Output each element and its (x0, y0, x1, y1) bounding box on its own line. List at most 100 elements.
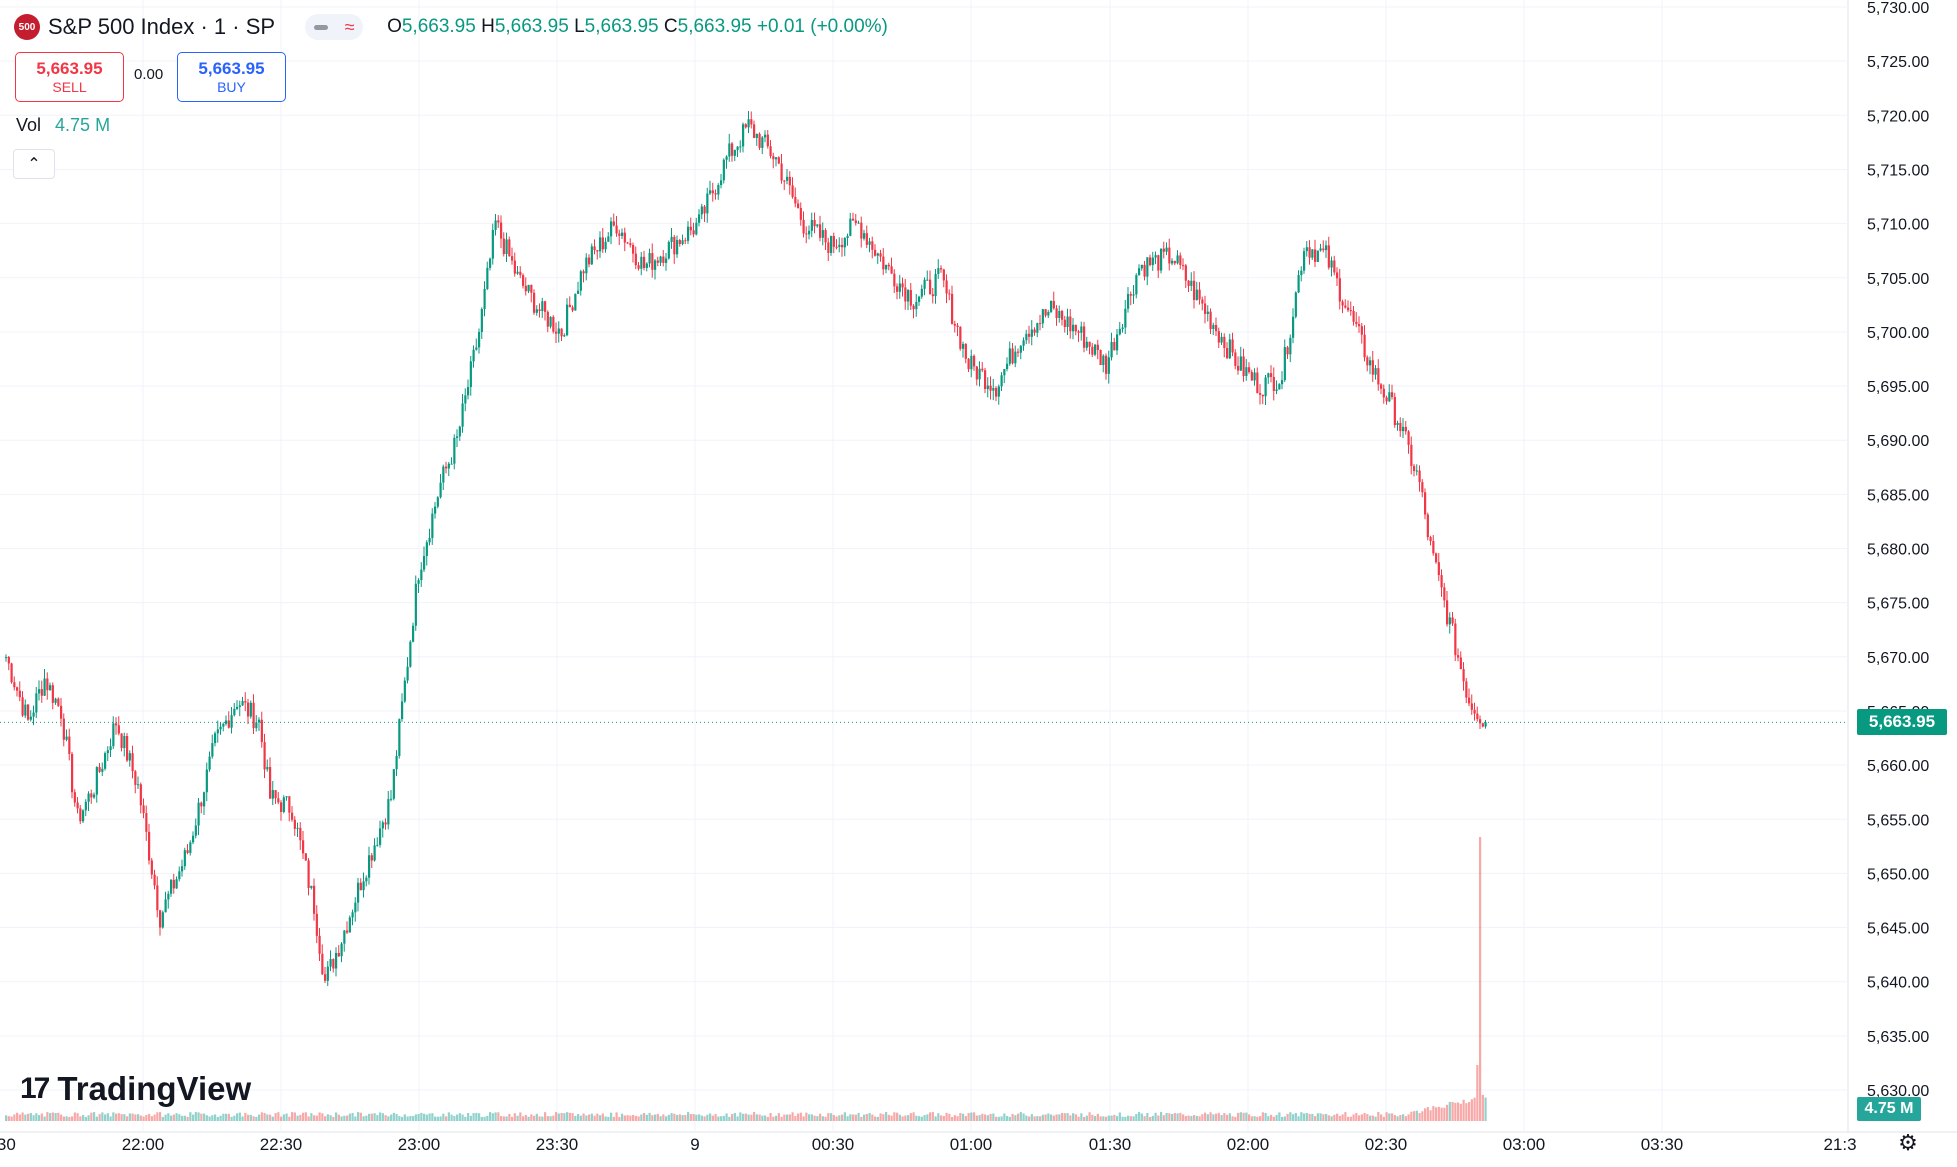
volume-bar (249, 1114, 252, 1121)
volume-bar (337, 1114, 340, 1121)
candle-body (1220, 336, 1223, 343)
candle-body (175, 879, 178, 889)
candle-body (205, 769, 208, 793)
candle-body (717, 185, 720, 195)
candle-body (1432, 541, 1435, 554)
volume-bar (354, 1116, 357, 1121)
candle-body (574, 293, 577, 311)
volume-bar (288, 1116, 291, 1121)
volume-bar (918, 1116, 921, 1121)
candle-body (1465, 681, 1468, 698)
volume-bar (1190, 1115, 1193, 1121)
candle-body (670, 236, 673, 242)
volume-bar (1160, 1112, 1163, 1121)
candle-body (868, 241, 871, 245)
volume-bar (123, 1114, 126, 1121)
candle-body (13, 682, 16, 688)
candle-body (909, 290, 912, 306)
candle-body (370, 855, 373, 861)
candle-body (478, 331, 481, 348)
collapse-legend-button[interactable]: ⌃ (13, 149, 55, 179)
candle-body (409, 641, 412, 667)
volume-bar (260, 1112, 263, 1121)
volume-bar (1407, 1114, 1410, 1121)
volume-bar (698, 1114, 701, 1121)
volume-bar (970, 1112, 973, 1121)
candle-body (1294, 292, 1297, 317)
volume-bar (299, 1114, 302, 1121)
buy-button[interactable]: 5,663.95 BUY (177, 52, 286, 102)
candle-body (992, 388, 995, 391)
candle-body (731, 143, 734, 156)
price-tick-label: 5,645.00 (1867, 921, 1929, 938)
candle-body (1253, 372, 1256, 381)
volume-bar (1473, 1097, 1476, 1121)
volume-bar (827, 1113, 830, 1121)
volume-bar (62, 1116, 65, 1121)
candle-body (1443, 587, 1446, 601)
volume-bar (854, 1114, 857, 1121)
volume-bar (857, 1112, 860, 1121)
volume-bar (841, 1114, 844, 1121)
volume-bar (599, 1115, 602, 1121)
candle-body (1212, 325, 1215, 329)
price-axis[interactable]: 5,630.00 5,635.00 5,640.00 5,645.00 5,650.00… (1867, 0, 1929, 1100)
volume-bar (629, 1115, 632, 1121)
candle-body (1316, 250, 1319, 262)
candle-body (1206, 311, 1209, 314)
volume-bar (742, 1113, 745, 1121)
candle-body (442, 466, 445, 483)
candle-body (604, 241, 607, 250)
volume-bar (1352, 1114, 1355, 1121)
volume-bar (1028, 1116, 1031, 1121)
volume-bar (252, 1116, 255, 1121)
volume-bar (582, 1113, 585, 1121)
symbol-title[interactable]: S&P 500 Index · 1 · SP (48, 14, 276, 39)
volume-bar (758, 1114, 761, 1121)
symbol-badge[interactable]: 500 (14, 14, 40, 40)
volume-bar (447, 1112, 450, 1121)
volume-bar (82, 1115, 85, 1121)
candle-body (761, 137, 764, 148)
gear-icon[interactable]: ⚙ (1898, 1130, 1918, 1155)
candle-body (1228, 339, 1231, 359)
candle-body (1410, 444, 1413, 467)
volume-bar (442, 1113, 445, 1121)
candle-body (27, 704, 30, 720)
candle-body (1261, 394, 1264, 397)
tradingview-logo[interactable]: 17 TradingView (20, 1070, 251, 1108)
volume-bar (1465, 1103, 1468, 1121)
volume-bar (178, 1114, 181, 1121)
candle-body (593, 246, 596, 251)
time-axis[interactable]: :30 22:00 22:30 23:00 23:30 9 00:30 01:00 01:30 0… (0, 1135, 1857, 1154)
candle-body (1118, 328, 1121, 335)
legend-toggle-pill[interactable]: ≈ (305, 14, 364, 40)
volume-bar (1107, 1115, 1110, 1121)
volume-bar (76, 1113, 79, 1121)
volume-bar (335, 1112, 338, 1121)
volume-bar (38, 1115, 41, 1121)
volume-bar (296, 1115, 299, 1121)
price-tick-label: 5,675.00 (1867, 596, 1929, 613)
candle-body (1014, 351, 1017, 364)
volume-bar (1470, 1099, 1473, 1121)
volume-bar (1250, 1116, 1253, 1121)
candle-body (219, 726, 222, 730)
candle-body (802, 219, 805, 234)
volume-bar (1036, 1116, 1039, 1121)
candle-body (225, 720, 228, 724)
candle-body (931, 294, 934, 297)
candle-body (590, 246, 593, 265)
volume-bar (313, 1115, 316, 1121)
candle-body (1338, 278, 1341, 302)
volume-bar (1143, 1116, 1146, 1121)
candle-body (145, 813, 148, 832)
sell-button[interactable]: 5,663.95 SELL (15, 52, 124, 102)
candle-body (541, 301, 544, 312)
volume-bar (35, 1113, 38, 1121)
candle-body (549, 316, 552, 327)
candle-body (1069, 316, 1072, 332)
candle-body (1201, 299, 1204, 304)
volume-bar (491, 1113, 494, 1121)
